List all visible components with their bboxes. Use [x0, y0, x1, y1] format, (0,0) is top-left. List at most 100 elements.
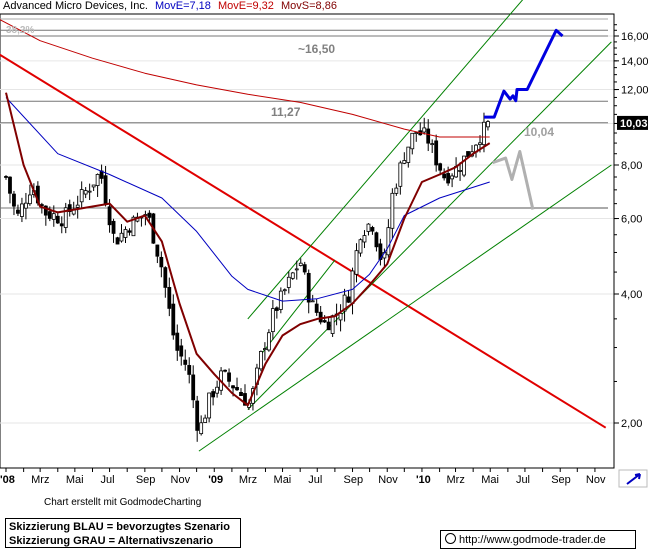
fib-label: 38,2% [6, 25, 34, 36]
x-tick-label: '10 [416, 474, 431, 486]
candle-body [207, 392, 212, 419]
candle-body [426, 128, 431, 144]
candle-body [175, 332, 180, 351]
y-tick-label: 12,00 [621, 85, 648, 97]
candle-body [290, 272, 295, 279]
candle-body [63, 207, 68, 228]
candle-body [103, 175, 108, 204]
candle-body [43, 205, 48, 216]
candle-body [346, 296, 351, 303]
candle-body [127, 230, 132, 233]
candle-body [478, 142, 482, 145]
candle-body [115, 237, 120, 245]
trend-line-downtrend [0, 53, 607, 429]
candle-body [318, 311, 323, 323]
source-link[interactable]: http://www.godmode-trader.de [440, 530, 636, 549]
candle-body [263, 348, 267, 350]
x-tick-label: Mai [274, 474, 292, 486]
candle-body [95, 174, 100, 186]
candle-body [111, 220, 116, 234]
scenario-sketches [484, 28, 564, 210]
candle-body [51, 213, 56, 220]
candle-body [366, 223, 371, 232]
candle-body [286, 276, 291, 288]
candle-body [414, 132, 419, 134]
candle-body [91, 184, 96, 188]
x-tick-label: Mai [66, 474, 84, 486]
x-tick-label: Sep [136, 474, 156, 486]
candle-body [79, 189, 84, 203]
x-axis: '08 Mrz Mai Jul Sep Nov '09 Mrz Mai Jul Sep Nov '10 M… [0, 468, 606, 486]
candle-body [354, 250, 359, 275]
candle-body [155, 244, 160, 257]
x-tick-label: Mrz [31, 474, 49, 486]
movs-line [5, 97, 490, 302]
security-name: Advanced Micro Devices, Inc. [3, 0, 148, 12]
x-tick-label: Jul [308, 474, 322, 486]
candle-body [438, 163, 443, 171]
candle-body [203, 417, 208, 423]
candle-body [259, 351, 263, 370]
candle-body [223, 369, 227, 372]
candle-body [402, 160, 407, 164]
candle-body [227, 372, 231, 382]
candle-body [235, 387, 239, 391]
candle-body [179, 345, 184, 357]
chart-credit: Chart erstellt mit GodmodeCharting [44, 497, 202, 508]
x-tick-label: Jul [516, 474, 530, 486]
trend-line-channel-upper [247, 0, 524, 320]
candle-body [326, 321, 331, 331]
candle-body [131, 216, 136, 237]
y-axis: 2,004,006,008,0010,0012,0014,0016,0010,0… [613, 14, 648, 468]
x-tick-label: '09 [208, 474, 223, 486]
moving-averages [0, 19, 491, 407]
y-tick-label: 2,00 [621, 418, 642, 430]
candle-body [55, 215, 60, 224]
header-title: Advanced Micro Devices, Inc. MovE=7,18 M… [3, 0, 337, 12]
candle-body [486, 121, 490, 128]
candle-body [123, 229, 128, 238]
current-price-tag [617, 115, 648, 130]
candle-body [422, 127, 427, 133]
candle-body [370, 227, 375, 232]
candle-body [4, 176, 8, 178]
candle-body [462, 155, 466, 176]
channel-segment [261, 259, 336, 355]
x-tick-label: Mrz [447, 474, 465, 486]
candle-body [159, 256, 164, 268]
candle-body [410, 132, 415, 150]
candle-body [314, 303, 319, 313]
candle-body [8, 176, 12, 194]
candle-body [430, 143, 435, 146]
current-price-label: 10,03 [620, 118, 648, 130]
candle-body [394, 187, 399, 194]
candle-body [107, 206, 112, 226]
candle-body [446, 173, 451, 184]
x-tick-label: Mai [481, 474, 499, 486]
candle-body [12, 193, 16, 207]
candle-body [39, 204, 44, 206]
candle-body [163, 267, 168, 288]
x-tick-label: Nov [586, 474, 606, 486]
candle-body [298, 262, 303, 266]
candle-body [171, 303, 176, 336]
candle-body [24, 202, 28, 209]
note-blue: Skizzierung BLAU = bevorzugtes Szenario [9, 521, 230, 533]
candle-body [16, 209, 20, 214]
candle-body [243, 393, 247, 406]
candle-body [342, 294, 347, 312]
candle-body [239, 391, 243, 396]
x-tick-label: Nov [171, 474, 191, 486]
candle-body [450, 175, 455, 180]
annotations: 38,2% ~16,50 11,27 10,04 [6, 25, 554, 139]
candle-body [386, 227, 391, 256]
candle-body [87, 190, 92, 193]
x-tick-label: Nov [378, 474, 398, 486]
candle-body [67, 204, 72, 212]
candle-body [215, 386, 220, 394]
axis-arrow-icon[interactable] [618, 469, 648, 488]
target-label: ~16,50 [298, 42, 335, 56]
move-long-label: MovE=9,32 [218, 0, 274, 12]
candle-body [59, 223, 64, 227]
candle-body [406, 146, 411, 163]
